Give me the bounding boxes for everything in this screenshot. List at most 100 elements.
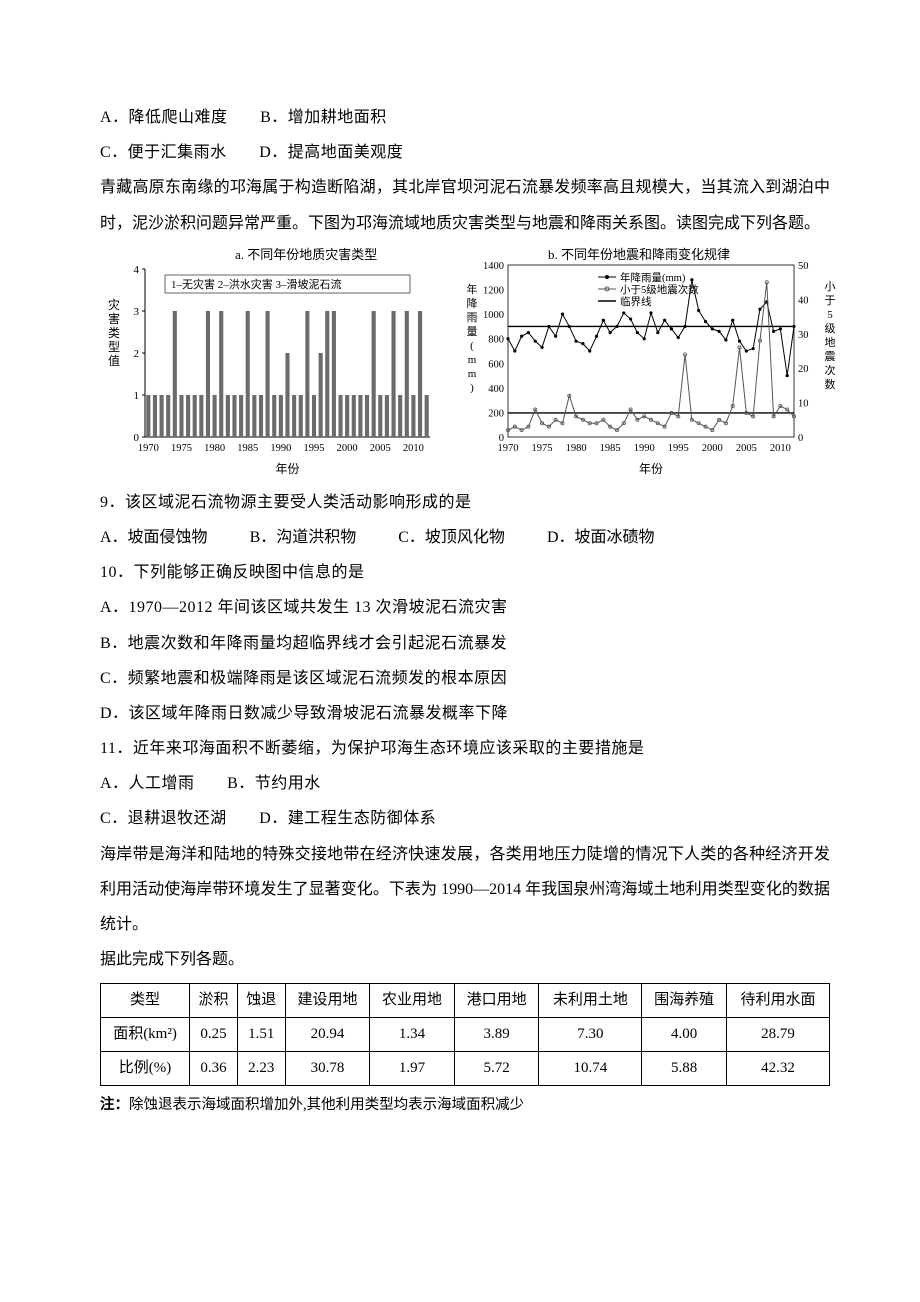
svg-text:1: 1 [134,390,140,402]
svg-text:年份: 年份 [639,462,663,476]
cell: 30.78 [285,1052,370,1086]
svg-text:5: 5 [827,309,833,321]
svg-text:小于5级地震次数: 小于5级地震次数 [620,283,699,296]
q10-stem: 10．下列能够正确反映图中信息的是 [100,555,830,590]
passage-qionghai: 青藏高原东南缘的邛海属于构造断陷湖，其北岸官坝河泥石流暴发频率高且规模大，当其流… [100,170,830,240]
svg-text:年降雨量(mm): 年降雨量(mm) [620,271,686,284]
svg-text:200: 200 [488,408,504,419]
chart-b: b. 不同年份地震和降雨变化规律020040060080010001200140… [460,247,840,477]
svg-text:年份: 年份 [275,462,299,476]
passage-coast: 海岸带是海洋和陆地的特殊交接地带在经济快速发展，各类用地压力陡增的情况下人类的各… [100,837,830,943]
svg-text:3: 3 [134,306,140,318]
svg-text:30: 30 [798,330,809,341]
col-header: 未利用土地 [539,984,642,1018]
q8-opt-d: D．提高地面美观度 [259,135,403,170]
q11-opt-d: D．建工程生态防御体系 [259,801,436,836]
svg-text:1990: 1990 [270,443,291,454]
svg-text:2005: 2005 [736,443,757,454]
svg-text:50: 50 [798,261,809,272]
col-header: 港口用地 [454,984,539,1018]
svg-text:1200: 1200 [483,285,504,296]
svg-text:地: 地 [825,336,836,349]
svg-text:于: 于 [825,295,836,307]
col-header: 蚀退 [237,984,285,1018]
cell: 1.51 [237,1018,285,1052]
svg-text:1975: 1975 [532,443,553,454]
row-label: 面积(km²) [101,1018,190,1052]
q11-opt-c: C．退耕退牧还湖 [100,801,227,836]
chart-a: a. 不同年份地质灾害类型01234灾害类型值1–无灾害 2–洪水灾害 3–滑坡… [100,247,440,477]
svg-text:1–无灾害 2–洪水灾害 3–滑坡泥石流: 1–无灾害 2–洪水灾害 3–滑坡泥石流 [171,277,342,291]
svg-text:1980: 1980 [204,443,225,454]
svg-text:1970: 1970 [138,443,159,454]
svg-text:800: 800 [488,334,504,345]
svg-text:1985: 1985 [600,443,621,454]
svg-text:1985: 1985 [237,443,258,454]
q10-opt-b: B．地震次数和年降雨量均超临界线才会引起泥石流暴发 [100,626,830,661]
note-text: 除蚀退表示海域面积增加外,其他利用类型均表示海域面积减少 [129,1097,524,1113]
cell: 20.94 [285,1018,370,1052]
svg-text:(: ( [470,340,474,352]
q11-opt-b: B．节约用水 [227,766,321,801]
svg-text:雨: 雨 [467,312,478,324]
col-header: 围海养殖 [642,984,727,1018]
svg-text:1995: 1995 [668,443,689,454]
q8-opt-a: A．降低爬山难度 [100,100,228,135]
q9-opt-b: B．沟道洪积物 [250,520,357,555]
charts-container: a. 不同年份地质灾害类型01234灾害类型值1–无灾害 2–洪水灾害 3–滑坡… [100,247,830,477]
cell: 5.72 [454,1052,539,1086]
svg-text:降: 降 [467,296,478,310]
svg-text:400: 400 [488,384,504,395]
svg-text:40: 40 [798,295,809,306]
svg-text:a. 不同年份地质灾害类型: a. 不同年份地质灾害类型 [235,247,377,262]
cell: 4.00 [642,1018,727,1052]
col-header: 农业用地 [370,984,455,1018]
svg-text:1990: 1990 [634,443,655,454]
svg-text:次: 次 [825,363,836,377]
svg-text:m: m [468,368,477,380]
svg-text:级: 级 [825,322,836,335]
svg-text:1975: 1975 [171,443,192,454]
q11-row2: C．退耕退牧还湖 D．建工程生态防御体系 [100,801,830,836]
col-header: 待利用水面 [726,984,829,1018]
svg-text:类: 类 [108,326,120,340]
q11-opt-a: A．人工增雨 [100,766,195,801]
q9-options: A．坡面侵蚀物 B．沟道洪积物 C．坡顶风化物 D．坡面冰碛物 [100,520,830,555]
svg-text:1970: 1970 [498,443,519,454]
svg-text:): ) [470,382,474,394]
svg-text:4: 4 [134,264,140,276]
cell: 7.30 [539,1018,642,1052]
q10-opt-d: D．该区域年降雨日数减少导致滑坡泥石流暴发概率下降 [100,696,830,731]
svg-text:年: 年 [467,282,478,296]
svg-text:2000: 2000 [702,443,723,454]
cell: 0.25 [190,1018,238,1052]
q8-opt-b: B．增加耕地面积 [260,100,387,135]
svg-text:10: 10 [798,398,809,409]
cell: 1.97 [370,1052,455,1086]
cell: 42.32 [726,1052,829,1086]
svg-text:2: 2 [134,348,140,360]
svg-text:震: 震 [825,350,836,363]
svg-text:2010: 2010 [770,443,791,454]
col-header: 淤积 [190,984,238,1018]
svg-text:临界线: 临界线 [620,295,652,308]
cell: 3.89 [454,1018,539,1052]
q10-opt-a: A．1970—2012 年间该区域共发生 13 次滑坡泥石流灾害 [100,590,830,625]
cell: 10.74 [539,1052,642,1086]
q9-opt-c: C．坡顶风化物 [398,520,505,555]
svg-text:量: 量 [467,325,478,338]
svg-text:b. 不同年份地震和降雨变化规律: b. 不同年份地震和降雨变化规律 [548,247,730,262]
svg-text:灾: 灾 [108,297,120,312]
svg-text:2010: 2010 [403,443,424,454]
q9-stem: 9．该区域泥石流物源主要受人类活动影响形成的是 [100,485,830,520]
svg-text:0: 0 [798,433,803,444]
svg-text:1995: 1995 [304,443,325,454]
svg-text:m: m [468,354,477,366]
svg-text:20: 20 [798,364,809,375]
col-header: 类型 [101,984,190,1018]
cell: 2.23 [237,1052,285,1086]
q11-stem: 11．近年来邛海面积不断萎缩，为保护邛海生态环境应该采取的主要措施是 [100,731,830,766]
table-row: 面积(km²)0.251.5120.941.343.897.304.0028.7… [101,1018,830,1052]
svg-text:害: 害 [108,311,120,326]
svg-text:600: 600 [488,359,504,370]
